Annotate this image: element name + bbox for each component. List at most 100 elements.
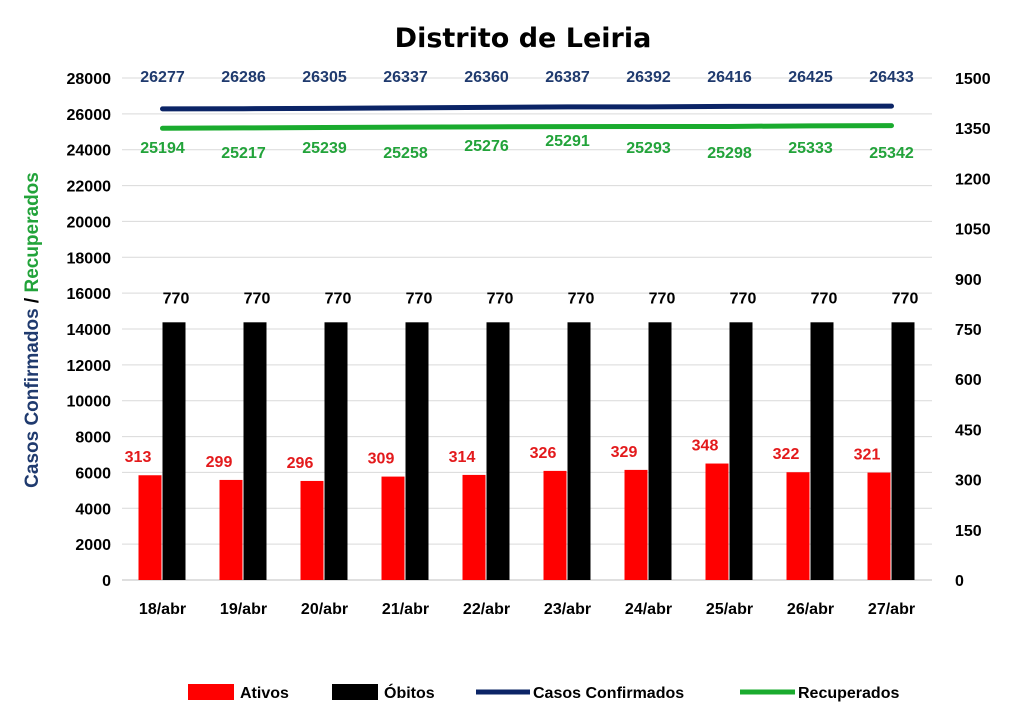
data-label-casos-confirmados: 26433 bbox=[869, 69, 914, 86]
data-label-obitos: 770 bbox=[325, 290, 352, 307]
bar-ativos bbox=[624, 469, 648, 580]
left-axis-label-recovered: Recuperados bbox=[22, 172, 43, 292]
x-tick-label: 20/abr bbox=[301, 601, 348, 618]
legend-label-casos-confirmados: Casos Confirmados bbox=[533, 685, 684, 702]
right-tick-label: 1200 bbox=[955, 171, 991, 188]
data-label-recuperados: 25258 bbox=[383, 145, 428, 162]
data-label-casos-confirmados: 26392 bbox=[626, 69, 671, 86]
x-tick-label: 19/abr bbox=[220, 601, 267, 618]
bar-obitos bbox=[486, 322, 510, 580]
data-label-obitos: 770 bbox=[163, 290, 190, 307]
chart-title: Distrito de Leiria bbox=[395, 23, 652, 54]
right-tick-label: 1350 bbox=[955, 121, 991, 138]
data-label-ativos: 299 bbox=[206, 454, 233, 471]
data-label-ativos: 309 bbox=[368, 451, 395, 468]
data-label-obitos: 770 bbox=[892, 290, 919, 307]
bar-obitos bbox=[162, 322, 186, 580]
bar-obitos bbox=[810, 322, 834, 580]
x-tick-label: 24/abr bbox=[625, 601, 672, 618]
x-tick-label: 18/abr bbox=[139, 601, 186, 618]
bar-ativos bbox=[543, 470, 567, 580]
left-axis-label: Casos Confirmados / Recuperados bbox=[22, 172, 43, 488]
legend-swatch-obitos bbox=[332, 684, 378, 700]
bar-ativos bbox=[867, 472, 891, 580]
bar-ativos bbox=[786, 472, 810, 580]
legend-swatch-ativos bbox=[188, 684, 234, 700]
data-label-ativos: 296 bbox=[287, 455, 314, 472]
right-tick-label: 600 bbox=[955, 372, 982, 389]
left-axis-label-confirmed: Casos Confirmados bbox=[22, 308, 43, 487]
right-tick-label: 1500 bbox=[955, 71, 991, 88]
left-tick-label: 12000 bbox=[67, 358, 112, 375]
data-label-ativos: 326 bbox=[530, 445, 557, 462]
x-tick-label: 27/abr bbox=[868, 601, 915, 618]
left-tick-label: 2000 bbox=[75, 537, 111, 554]
data-label-obitos: 770 bbox=[568, 290, 595, 307]
data-label-ativos: 314 bbox=[449, 449, 476, 466]
data-label-casos-confirmados: 26416 bbox=[707, 69, 752, 86]
x-tick-label: 26/abr bbox=[787, 601, 834, 618]
bar-ativos bbox=[705, 463, 729, 580]
x-tick-label: 21/abr bbox=[382, 601, 429, 618]
left-tick-label: 26000 bbox=[67, 107, 112, 124]
left-tick-label: 22000 bbox=[67, 179, 112, 196]
data-label-recuperados: 25194 bbox=[140, 140, 185, 157]
bar-ativos bbox=[381, 476, 405, 580]
left-axis-label-separator: / bbox=[22, 293, 43, 309]
legend-label-obitos: Óbitos bbox=[384, 683, 435, 702]
bar-obitos bbox=[324, 322, 348, 580]
bar-ativos bbox=[219, 479, 243, 580]
bar-ativos bbox=[462, 474, 486, 580]
data-label-recuperados: 25291 bbox=[545, 133, 590, 150]
right-tick-label: 150 bbox=[955, 523, 982, 540]
bar-obitos bbox=[729, 322, 753, 580]
data-label-recuperados: 25239 bbox=[302, 140, 347, 157]
data-label-ativos: 348 bbox=[692, 438, 719, 455]
left-tick-label: 28000 bbox=[67, 71, 112, 88]
left-tick-label: 24000 bbox=[67, 143, 112, 160]
bar-ativos bbox=[300, 480, 324, 580]
left-tick-label: 0 bbox=[102, 573, 111, 590]
data-label-casos-confirmados: 26387 bbox=[545, 69, 590, 86]
data-label-recuperados: 25298 bbox=[707, 145, 752, 162]
data-label-casos-confirmados: 26425 bbox=[788, 69, 833, 86]
right-tick-label: 750 bbox=[955, 322, 982, 339]
left-tick-label: 18000 bbox=[67, 250, 112, 267]
data-label-casos-confirmados: 26277 bbox=[140, 69, 185, 86]
legend: Ativos Óbitos Casos Confirmados Recuperados bbox=[188, 683, 899, 702]
data-label-ativos: 313 bbox=[125, 449, 152, 466]
right-tick-label: 1050 bbox=[955, 222, 991, 239]
left-tick-label: 10000 bbox=[67, 394, 112, 411]
left-tick-label: 6000 bbox=[75, 465, 111, 482]
left-tick-label: 16000 bbox=[67, 286, 112, 303]
data-label-recuperados: 25293 bbox=[626, 140, 671, 157]
bar-obitos bbox=[243, 322, 267, 580]
left-tick-label: 8000 bbox=[75, 430, 111, 447]
bar-obitos bbox=[891, 322, 915, 580]
data-label-obitos: 770 bbox=[406, 290, 433, 307]
left-tick-label: 4000 bbox=[75, 501, 111, 518]
line-casos-confirmados bbox=[160, 103, 894, 112]
bar-ativos bbox=[138, 475, 162, 580]
left-tick-label: 14000 bbox=[67, 322, 112, 339]
x-tick-label: 22/abr bbox=[463, 601, 510, 618]
legend-label-ativos: Ativos bbox=[240, 685, 289, 702]
data-label-casos-confirmados: 26305 bbox=[302, 69, 347, 86]
plot-area: 0200040006000800010000120001400016000180… bbox=[67, 69, 991, 618]
bar-obitos bbox=[567, 322, 591, 580]
data-label-casos-confirmados: 26360 bbox=[464, 69, 509, 86]
data-label-obitos: 770 bbox=[811, 290, 838, 307]
right-tick-label: 0 bbox=[955, 573, 964, 590]
data-label-recuperados: 25276 bbox=[464, 138, 509, 155]
data-label-obitos: 770 bbox=[487, 290, 514, 307]
data-label-casos-confirmados: 26286 bbox=[221, 69, 266, 86]
x-tick-label: 25/abr bbox=[706, 601, 753, 618]
right-tick-label: 300 bbox=[955, 473, 982, 490]
data-label-ativos: 321 bbox=[854, 447, 881, 464]
data-label-obitos: 770 bbox=[244, 290, 271, 307]
data-label-obitos: 770 bbox=[730, 290, 757, 307]
data-label-ativos: 329 bbox=[611, 444, 638, 461]
bar-obitos bbox=[648, 322, 672, 580]
